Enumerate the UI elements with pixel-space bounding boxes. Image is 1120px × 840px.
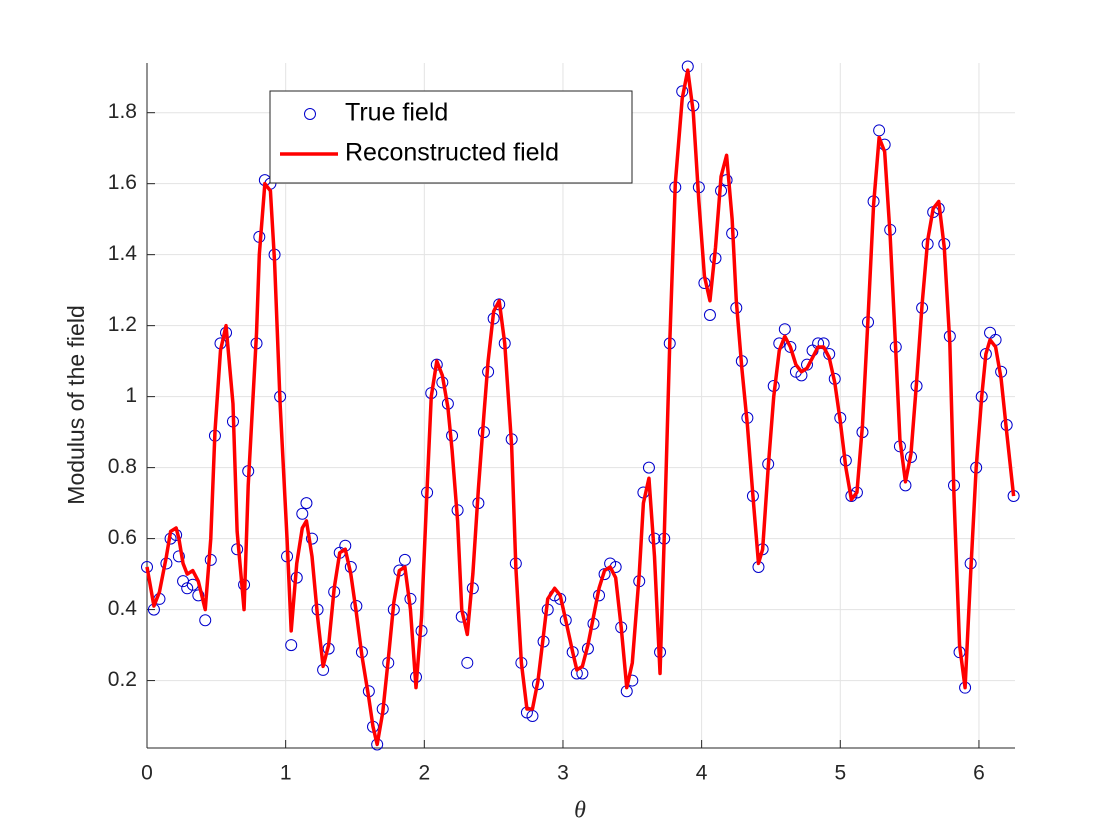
data-point <box>461 656 474 669</box>
data-point <box>306 532 319 545</box>
data-point <box>398 553 411 566</box>
data-point <box>199 614 212 627</box>
x-tick-label: 2 <box>418 762 430 785</box>
y-tick-label: 1.8 <box>108 100 137 123</box>
y-tick-label: 1 <box>125 384 137 407</box>
y-tick-label: 0.4 <box>108 597 138 620</box>
legend-box <box>269 90 633 184</box>
data-point <box>285 639 298 652</box>
data-point <box>984 326 997 339</box>
legend-marker <box>304 108 316 120</box>
legend-label: Reconstructed field <box>345 139 559 167</box>
x-tick-label: 3 <box>557 762 569 785</box>
y-tick-label: 0.8 <box>108 455 137 478</box>
data-point <box>192 589 205 602</box>
x-tick-label: 0 <box>141 762 153 785</box>
data-point <box>296 507 309 520</box>
y-tick-label: 1.4 <box>108 242 138 265</box>
x-tick-label: 4 <box>696 762 708 785</box>
data-point <box>172 550 185 563</box>
legend-label: True field <box>345 99 448 127</box>
data-point <box>300 497 313 510</box>
data-line <box>145 68 1016 747</box>
y-tick-label: 0.2 <box>108 668 137 691</box>
x-axis-label: θ <box>574 798 586 824</box>
data-point <box>873 124 886 137</box>
y-axis-label: Modulus of the field <box>63 305 89 504</box>
y-tick-label: 0.6 <box>108 526 137 549</box>
data-point <box>642 461 655 474</box>
x-tick-label: 5 <box>834 762 846 785</box>
y-tick-label: 1.2 <box>108 313 137 336</box>
data-point <box>703 308 716 321</box>
y-tick-label: 1.6 <box>108 171 137 194</box>
x-tick-label: 6 <box>973 762 985 785</box>
x-tick-label: 1 <box>280 762 292 785</box>
